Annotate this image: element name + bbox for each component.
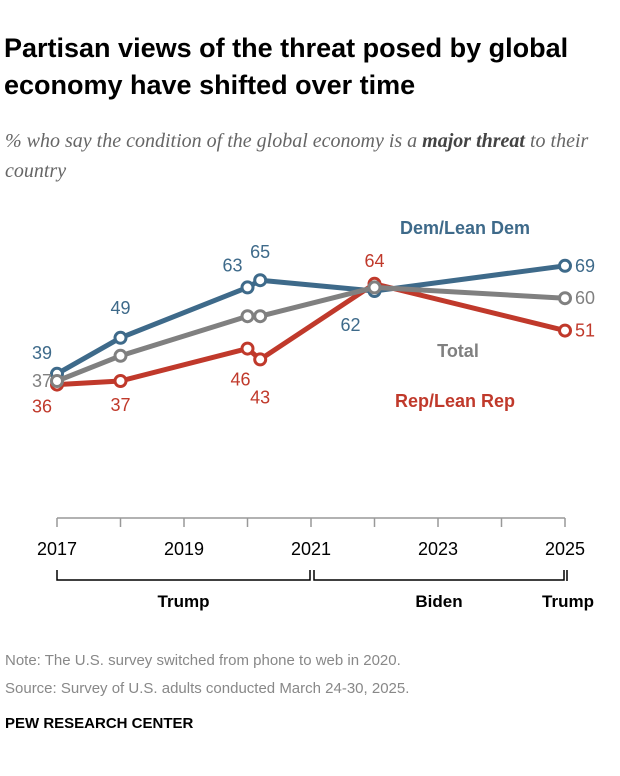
chart-subtitle: % who say the condition of the global ec… bbox=[5, 126, 605, 186]
data-label: 65 bbox=[250, 242, 270, 262]
data-label: 43 bbox=[250, 387, 270, 407]
data-point bbox=[113, 374, 128, 388]
data-label: 69 bbox=[575, 256, 595, 276]
data-label: 46 bbox=[230, 370, 250, 390]
data-label: 51 bbox=[575, 321, 595, 341]
data-point bbox=[50, 374, 64, 388]
x-tick-label: 2019 bbox=[164, 539, 204, 559]
data-label: 36 bbox=[32, 397, 52, 417]
data-label: 63 bbox=[222, 255, 242, 275]
series-label: Dem/Lean Dem bbox=[400, 218, 530, 238]
x-tick-label: 2025 bbox=[545, 539, 585, 559]
subtitle-text: % who say the condition of the global ec… bbox=[5, 130, 423, 152]
series-line-dem-lean-dem bbox=[55, 263, 566, 376]
subtitle-text-end: to their country bbox=[5, 130, 589, 182]
data-point bbox=[253, 273, 268, 288]
source: Source: Survey of U.S. adults conducted … bbox=[5, 680, 410, 697]
note: Note: The U.S. survey switched from phon… bbox=[5, 652, 401, 669]
period-bracket bbox=[56, 570, 311, 581]
data-label: 62 bbox=[340, 315, 360, 335]
data-label: 37 bbox=[32, 371, 52, 391]
chart-title: Partisan views of the threat posed by gl… bbox=[4, 33, 569, 100]
brand-logo-text: PEW RESEARCH CENTER bbox=[5, 715, 194, 732]
data-point bbox=[558, 291, 572, 306]
period-label: Trump bbox=[158, 592, 210, 611]
data-point bbox=[113, 330, 128, 345]
data-point bbox=[240, 309, 255, 324]
data-point bbox=[113, 348, 128, 363]
series-label: Rep/Lean Rep bbox=[395, 391, 515, 411]
data-point bbox=[240, 341, 255, 356]
data-label: 37 bbox=[110, 395, 130, 415]
x-tick-label: 2017 bbox=[37, 539, 77, 559]
data-point bbox=[240, 280, 255, 295]
data-point bbox=[558, 323, 572, 338]
data-point bbox=[367, 280, 382, 295]
data-label: 39 bbox=[32, 343, 52, 363]
series-label: Total bbox=[437, 341, 479, 361]
x-tick-label: 2021 bbox=[291, 539, 331, 559]
data-point bbox=[253, 352, 268, 367]
data-label: 60 bbox=[575, 288, 595, 308]
period-label: Biden bbox=[415, 592, 462, 611]
data-label: 49 bbox=[110, 298, 130, 318]
data-label: 64 bbox=[364, 251, 384, 271]
x-tick-label: 2023 bbox=[418, 539, 458, 559]
data-point bbox=[253, 309, 268, 324]
data-point bbox=[558, 258, 572, 273]
period-bracket bbox=[313, 570, 565, 581]
period-label: Trump bbox=[542, 592, 594, 611]
subtitle-emphasis: major threat bbox=[422, 130, 525, 152]
